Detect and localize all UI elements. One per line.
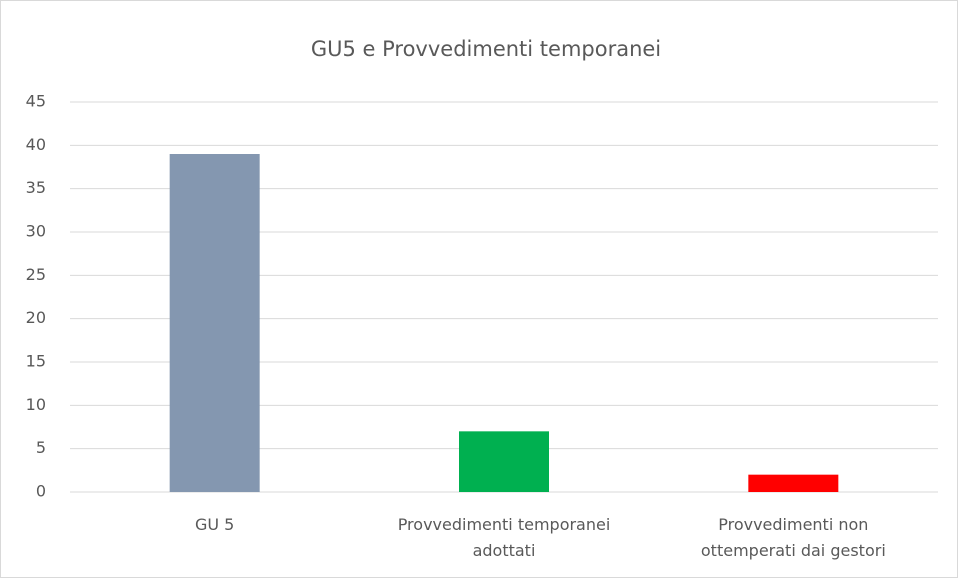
y-tick-label: 5 bbox=[36, 438, 46, 457]
x-tick-label-line: Provvedimenti temporanei bbox=[398, 515, 611, 534]
bar bbox=[169, 154, 260, 492]
bar bbox=[748, 474, 839, 492]
x-tick-label: GU 5 bbox=[195, 515, 234, 534]
x-tick-label-line: Provvedimenti non bbox=[718, 515, 868, 534]
chart-title: GU5 e Provvedimenti temporanei bbox=[311, 37, 661, 61]
x-tick-label-line: adottati bbox=[473, 541, 536, 560]
x-tick-label: Provvedimenti non ottemperati dai gestori bbox=[701, 515, 886, 560]
x-tick-label: Provvedimenti temporanei adottati bbox=[398, 515, 611, 560]
y-tick-label: 40 bbox=[26, 135, 46, 154]
y-tick-label: 30 bbox=[26, 222, 46, 241]
y-tick-label: 0 bbox=[36, 482, 46, 501]
y-tick-label: 10 bbox=[26, 395, 46, 414]
y-tick-label: 20 bbox=[26, 308, 46, 327]
y-tick-label: 25 bbox=[26, 265, 46, 284]
x-tick-label-line: ottemperati dai gestori bbox=[701, 541, 886, 560]
y-tick-label: 15 bbox=[26, 352, 46, 371]
x-tick-label-line: GU 5 bbox=[195, 515, 234, 534]
bar bbox=[459, 431, 549, 492]
y-tick-label: 35 bbox=[26, 178, 46, 197]
y-tick-label: 45 bbox=[26, 92, 46, 111]
